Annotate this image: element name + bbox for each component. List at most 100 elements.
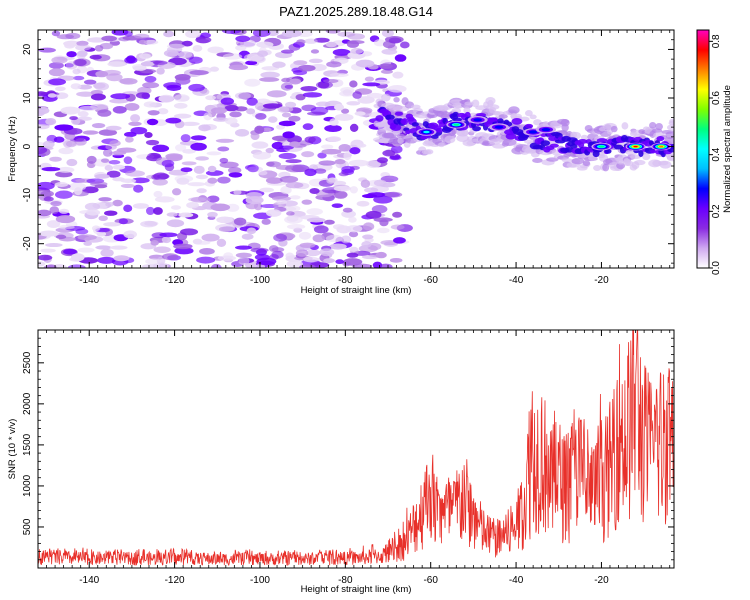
spectrogram-noise-blob bbox=[361, 241, 372, 248]
spectrogram-noise-blob bbox=[301, 151, 315, 158]
spectrogram-noise-blob bbox=[49, 156, 62, 162]
spectrogram-noise-blob bbox=[157, 108, 169, 115]
spectrogram-noise-blob bbox=[349, 186, 358, 194]
spectrogram-noise-blob bbox=[38, 124, 50, 130]
spectrogram-noise-blob bbox=[173, 102, 188, 109]
spectrogram-noise-blob bbox=[125, 170, 146, 177]
spectrogram-noise-blob bbox=[340, 235, 352, 244]
spectrogram-hotspot bbox=[473, 118, 482, 122]
spectrogram-noise-blob bbox=[91, 122, 106, 129]
spectrogram-x-tick-label: -60 bbox=[423, 275, 438, 286]
spectrogram-noise-blob bbox=[68, 182, 87, 191]
spectrogram-noise-blob bbox=[123, 204, 133, 213]
spectrogram-noise-blob bbox=[361, 193, 378, 199]
spectrogram-noise-blob bbox=[390, 224, 405, 230]
spectrogram-noise-blob bbox=[73, 75, 85, 81]
spectrogram-signal-halo bbox=[642, 153, 651, 161]
spectrogram-noise-blob bbox=[97, 256, 116, 264]
spectrogram-noise-blob bbox=[106, 170, 121, 178]
spectrogram-noise-blob bbox=[333, 185, 352, 192]
spectrogram-noise-blob bbox=[400, 41, 410, 49]
spectrogram-noise-blob bbox=[66, 51, 77, 58]
spectrogram-noise-blob bbox=[389, 257, 403, 263]
spectrogram-noise-blob bbox=[271, 196, 292, 201]
spectrogram-noise-blob bbox=[252, 151, 272, 160]
spectrogram-noise-blob bbox=[250, 247, 269, 253]
spectrogram-noise-blob bbox=[132, 203, 149, 209]
spectrogram-noise-blob bbox=[195, 36, 212, 44]
spectrogram-noise-blob bbox=[38, 209, 52, 217]
spectrogram-noise-blob bbox=[90, 181, 108, 187]
spectrogram-noise-blob bbox=[361, 254, 379, 260]
spectrogram-noise-blob bbox=[366, 160, 381, 169]
spectrogram-noise-blob bbox=[42, 140, 55, 149]
spectrogram-noise-blob bbox=[105, 144, 117, 150]
spectrogram-noise-blob bbox=[150, 240, 159, 246]
spectrogram-signal-halo bbox=[606, 129, 613, 135]
spectrogram-noise-blob bbox=[123, 31, 133, 37]
spectrogram-noise-blob bbox=[107, 61, 126, 68]
spectrogram-noise-blob bbox=[228, 172, 243, 178]
spectrogram-noise-blob bbox=[273, 233, 287, 242]
spectrogram-noise-blob bbox=[69, 116, 78, 121]
spectrogram-noise-blob bbox=[145, 206, 155, 216]
spectrogram-noise-blob bbox=[96, 245, 111, 250]
spectrogram-y-axis: -20 -10 0 10 20 bbox=[22, 29, 674, 264]
spectrogram-noise-blob bbox=[254, 125, 265, 134]
spectrogram-noise-blob bbox=[224, 117, 238, 125]
spectrogram-noise-blob bbox=[247, 164, 259, 173]
spectrogram-noise-blob bbox=[377, 157, 389, 164]
spectrogram-noise-blob bbox=[38, 47, 56, 53]
spectrogram-frame bbox=[37, 29, 675, 269]
snr-series-line bbox=[38, 330, 674, 567]
spectrogram-noise-blob bbox=[98, 197, 112, 202]
spectrogram-noise-blob bbox=[349, 147, 361, 155]
spectrogram-noise-blob bbox=[279, 175, 299, 183]
spectrogram-noise-blob bbox=[355, 59, 375, 68]
spectrogram-noise-blob bbox=[219, 157, 229, 164]
spectrogram-y-tick-label: 0 bbox=[22, 143, 33, 149]
spectrogram-y-tick-label: -20 bbox=[22, 236, 33, 251]
spectrogram-noise-blob bbox=[45, 264, 57, 268]
spectrogram-noise-blob bbox=[285, 159, 302, 164]
spectrogram-noise-blob bbox=[245, 60, 258, 66]
spectrogram-noise-blob bbox=[334, 103, 345, 111]
spectrogram-noise-blob bbox=[96, 231, 107, 237]
spectrogram-noise-blob bbox=[224, 104, 239, 112]
spectrogram-noise-blob bbox=[285, 252, 294, 259]
spectrogram-noise-blob bbox=[190, 196, 211, 203]
snr-y-tick-label: 500 bbox=[22, 518, 33, 535]
spectrogram-noise-blob bbox=[59, 208, 70, 214]
spectrogram-noise-blob bbox=[388, 37, 402, 44]
spectrogram-noise-blob bbox=[54, 182, 69, 188]
spectrogram-noise-blob bbox=[278, 152, 297, 160]
spectrogram-signal-halo bbox=[580, 134, 588, 141]
spectrogram-noise-blob bbox=[265, 177, 283, 184]
spectrogram-noise-blob bbox=[163, 49, 179, 58]
spectrogram-noise-blob bbox=[356, 143, 367, 148]
spectrogram-noise-blob bbox=[178, 212, 194, 218]
spectrogram-y-tick-label: -10 bbox=[22, 187, 33, 202]
snr-y-label: SNR (10 * v/v) bbox=[7, 419, 18, 480]
spectrogram-noise-blob bbox=[124, 103, 140, 111]
spectrogram-noise-blob bbox=[223, 252, 234, 260]
spectrogram-noise-blob bbox=[227, 166, 242, 174]
spectrogram-noise-blob bbox=[229, 111, 242, 118]
spectrogram-signal-core bbox=[656, 135, 665, 142]
spectrogram-signal-core bbox=[411, 122, 419, 127]
spectrogram-signal-halo bbox=[423, 149, 434, 155]
spectrogram-noise-blob bbox=[83, 79, 97, 85]
spectrogram-noise-blob bbox=[315, 81, 333, 89]
spectrogram-noise-blob bbox=[102, 148, 113, 157]
snr-x-tick-label: -120 bbox=[165, 575, 185, 586]
spectrogram-noise-blob bbox=[342, 207, 353, 213]
spectrogram-noise-blob bbox=[158, 94, 175, 103]
spectrogram-noise-blob bbox=[325, 41, 337, 48]
spectrogram-hotspot bbox=[494, 125, 504, 129]
spectrogram-noise-blob bbox=[286, 215, 299, 222]
spectrogram-noise-blob bbox=[362, 234, 374, 240]
spectrogram-noise-blob bbox=[56, 34, 75, 40]
spectrogram-noise-blob bbox=[309, 187, 320, 194]
spectrogram-noise-blob bbox=[41, 167, 61, 172]
spectrogram-noise-blob bbox=[349, 80, 358, 88]
